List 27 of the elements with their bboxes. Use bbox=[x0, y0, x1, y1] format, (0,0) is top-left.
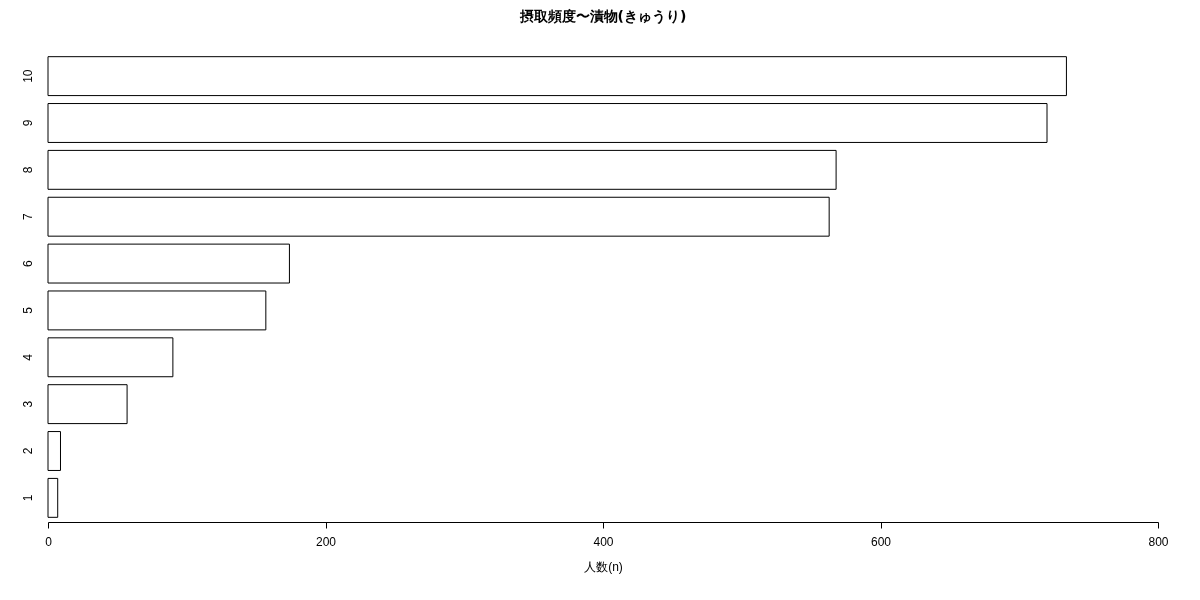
x-tick-label: 600 bbox=[870, 534, 892, 549]
x-axis-title: 人数(n) bbox=[584, 559, 623, 574]
y-tick-label: 1 bbox=[20, 494, 35, 502]
bar bbox=[47, 149, 837, 190]
bar bbox=[47, 477, 59, 518]
bar bbox=[47, 103, 1048, 143]
y-tick-label: 4 bbox=[20, 353, 35, 361]
y-tick-label: 8 bbox=[20, 166, 35, 174]
bar bbox=[47, 431, 61, 471]
bar bbox=[47, 56, 1067, 97]
y-tick-label: 2 bbox=[20, 447, 35, 455]
bar bbox=[47, 196, 830, 237]
bar bbox=[47, 384, 128, 425]
bar bbox=[47, 290, 267, 331]
y-tick-label: 5 bbox=[20, 306, 35, 314]
x-tick-label: 800 bbox=[1148, 534, 1169, 549]
chart-title: 摂取頻度〜漬物(きゅうり) bbox=[518, 8, 687, 25]
x-tick-label: 0 bbox=[45, 534, 53, 549]
y-tick-label: 3 bbox=[20, 400, 35, 408]
bar bbox=[47, 337, 174, 378]
y-tick-label: 10 bbox=[20, 69, 35, 83]
y-tick-label: 6 bbox=[20, 259, 35, 267]
y-tick-label: 9 bbox=[20, 119, 35, 127]
y-tick-label: 7 bbox=[20, 213, 35, 221]
x-tick-label: 200 bbox=[315, 534, 337, 549]
x-tick-label: 400 bbox=[593, 534, 614, 549]
bar bbox=[47, 243, 290, 284]
